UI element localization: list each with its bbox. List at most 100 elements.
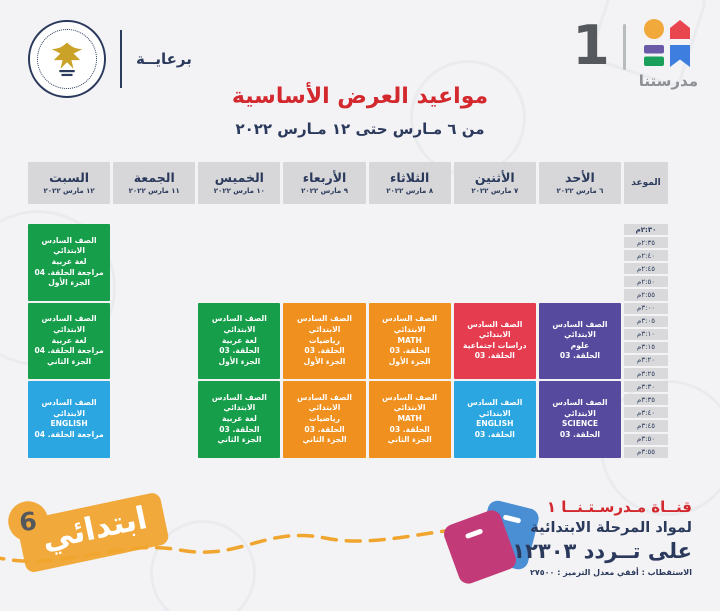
block-line: لغة عربية <box>51 256 87 266</box>
day-header: الخميس ١٠ مارس ٢٠٢٢ <box>198 162 281 204</box>
time-cell: ٣:١٥م <box>624 341 668 353</box>
block-line: الصف السادس الابتدائي <box>211 314 267 334</box>
block-line: لغة عربية <box>51 335 87 345</box>
schedule-block: الصف السادس الابتدائي لغة عربية الحلقة. 03… <box>198 302 281 380</box>
block-line: الجزء الثاني <box>302 435 347 445</box>
day-date: ٦ مارس ٢٠٢٢ <box>556 186 604 195</box>
block-line: الجزء الأول <box>218 356 261 366</box>
block-line: ENGLISH <box>476 419 514 429</box>
block-line: مراجعة الحلقة. 04 <box>34 267 104 277</box>
time-cell: ٢:٤٥م <box>624 263 668 275</box>
day-name: الخميس <box>214 170 264 186</box>
schedule-table: الموعد الأحد ٦ مارس ٢٠٢٢ الأثنين ٧ مارس ٢٠٢٢… <box>28 162 668 458</box>
day-name: السبت <box>49 170 90 186</box>
day-name: الجمعة <box>133 170 175 186</box>
block-line: رياضيات <box>309 414 341 424</box>
block-line: MATH <box>397 414 422 424</box>
block-line: الجزء الأول <box>303 356 346 366</box>
channel-number: 1 <box>572 14 610 77</box>
channel-name: قنــاة مـدرسـتـنــا ١ <box>546 498 692 516</box>
time-cell: ٢:٥٥م <box>624 289 668 301</box>
block-line: الصف السادس الابتدائي <box>41 314 97 334</box>
block-line: الجزء الثاني <box>47 356 92 366</box>
emblem-ring <box>37 29 97 89</box>
page-subtitle: من ٦ مـارس حتى ١٢ مـارس ٢٠٢٢ <box>235 120 485 138</box>
time-cell: ٣:٢٥م <box>624 368 668 380</box>
time-column-header: الموعد <box>624 162 668 204</box>
channel-frequency: على تــردد ١٢٣٠٣ <box>512 539 692 563</box>
day-header: السبت ١٢ مارس ٢٠٢٢ <box>28 162 111 204</box>
block-line: MATH <box>397 335 422 345</box>
day-date: ٩ مارس ٢٠٢٢ <box>301 186 348 195</box>
time-cell: ٢:٥٠م <box>624 276 668 288</box>
channel-description: لمواد المرحلة الابتدائية <box>530 520 692 536</box>
schedule-block: الصف السادس الابتدائي دراسات اجتماعية الحل… <box>453 302 536 380</box>
block-line: الصف السادس الابتدائي <box>211 392 267 413</box>
time-cell: ٣:٠٠م <box>624 302 668 314</box>
day-header: الجمعة ١١ مارس ٢٠٢٢ <box>113 162 196 204</box>
schedule-block: الصف السادس الابتدائي ENGLISH الحلقة. 03 <box>453 381 536 458</box>
block-line: دراسات اجتماعية <box>463 340 527 350</box>
block-line: الحلقة. 03 <box>389 424 430 434</box>
block-line: الحلقة. 03 <box>474 351 515 361</box>
block-line: مراجعة الحلقة. 04 <box>34 346 104 356</box>
block-line: الحلقة. 03 <box>304 346 345 356</box>
schedule-block: الصف السادس الابتدائي رياضيات الحلقة. 03 ال… <box>283 302 366 380</box>
block-line: SCIENCE <box>561 419 599 429</box>
block-line: مراجعة الحلقة. 04 <box>34 430 104 440</box>
time-cell: ٣:٣٥م <box>624 394 668 406</box>
block-line: رياضيات <box>309 335 341 345</box>
block-line: لغة عربية <box>221 414 257 424</box>
block-line: ENGLISH <box>50 419 88 429</box>
schedule-block: الصف السادس الابتدائي لغة عربية مراجعة الح… <box>28 224 111 301</box>
schedule-block: الصف السادس الابتدائي لغة عربية مراجعة الح… <box>28 302 111 380</box>
schedule-block: الصف السادس الابتدائي رياضيات الحلقة. 03 ال… <box>283 381 366 458</box>
time-cell: ٢:٣٥م <box>624 237 668 249</box>
day-date: ٨ مارس ٢٠٢٢ <box>386 186 434 195</box>
block-line: الجزء الثاني <box>387 435 432 445</box>
channel-info: قنــاة مـدرسـتـنــا ١ لمواد المرحلة الاب… <box>512 498 692 577</box>
block-line: الجزء الثاني <box>217 435 262 445</box>
block-line: الحلقة. 03 <box>304 424 345 434</box>
block-line: الصف السادس الابتدائي <box>296 392 353 413</box>
block-line: الصف السادس الابتدائي <box>467 398 523 418</box>
block-line: الحلقة. 03 <box>559 351 601 361</box>
envelope-slot <box>464 528 484 540</box>
time-cell: ٣:٥٠م <box>624 433 668 445</box>
ministry-of-education-emblem <box>28 20 106 98</box>
sponsor-area: برعايــة <box>28 20 192 98</box>
block-line: الحلقة. 03 <box>474 430 515 440</box>
block-line: الصف السادس الابتدائي <box>382 392 438 413</box>
brand-name: مدرستنا <box>638 72 698 90</box>
block-line: الحلقة. 03 <box>389 346 430 356</box>
day-header: الأحد ٦ مارس ٢٠٢٢ <box>538 162 621 204</box>
page-title: مواعيد العرض الأساسية <box>231 84 489 109</box>
dashed-flight-path <box>0 525 510 563</box>
divider <box>120 30 122 88</box>
block-line: الصف السادس الابتدائي <box>552 319 608 340</box>
schedule-block: الصف السادس الابتدائي ENGLISH مراجعة الحلق… <box>28 381 111 458</box>
time-cell: ٣:٤٥م <box>624 420 668 432</box>
day-date: ١٠ مارس ٢٠٢٢ <box>213 186 265 195</box>
schedule-block: الصف السادس الابتدائي علوم الحلقة. 03 <box>538 302 621 380</box>
time-cell: ٣:٢٠م <box>624 354 668 367</box>
day-name: الثلاثاء <box>389 170 430 186</box>
day-date: ١١ مارس ٢٠٢٢ <box>128 186 180 195</box>
divider <box>622 24 626 70</box>
day-header: الأثنين ٧ مارس ٢٠٢٢ <box>453 162 536 204</box>
block-line: الصف السادس الابتدائي <box>382 314 438 334</box>
sponsor-label: برعايــة <box>136 50 192 68</box>
block-line: الصف السادس الابتدائي <box>41 398 97 418</box>
block-line: لغة عربية <box>221 335 257 345</box>
channel-technical-info: الاستقطاب : أفقي معدل الترميز : ٢٧٥٠٠ <box>529 568 692 577</box>
schedule-block: الصف السادس الابتدائي MATH الحلقة. 03 الجزء… <box>368 302 451 380</box>
block-line: الحلقة. 03 <box>559 430 601 440</box>
block-line: الصف السادس الابتدائي <box>41 235 97 256</box>
day-name: الأحد <box>565 170 595 186</box>
time-cell: ٣:٠٥م <box>624 315 668 327</box>
day-name: الأثنين <box>474 170 515 186</box>
time-cell: ٣:٣٠م <box>624 381 668 393</box>
block-line: علوم <box>570 340 590 350</box>
block-line: الحلقة. 03 <box>219 346 260 356</box>
